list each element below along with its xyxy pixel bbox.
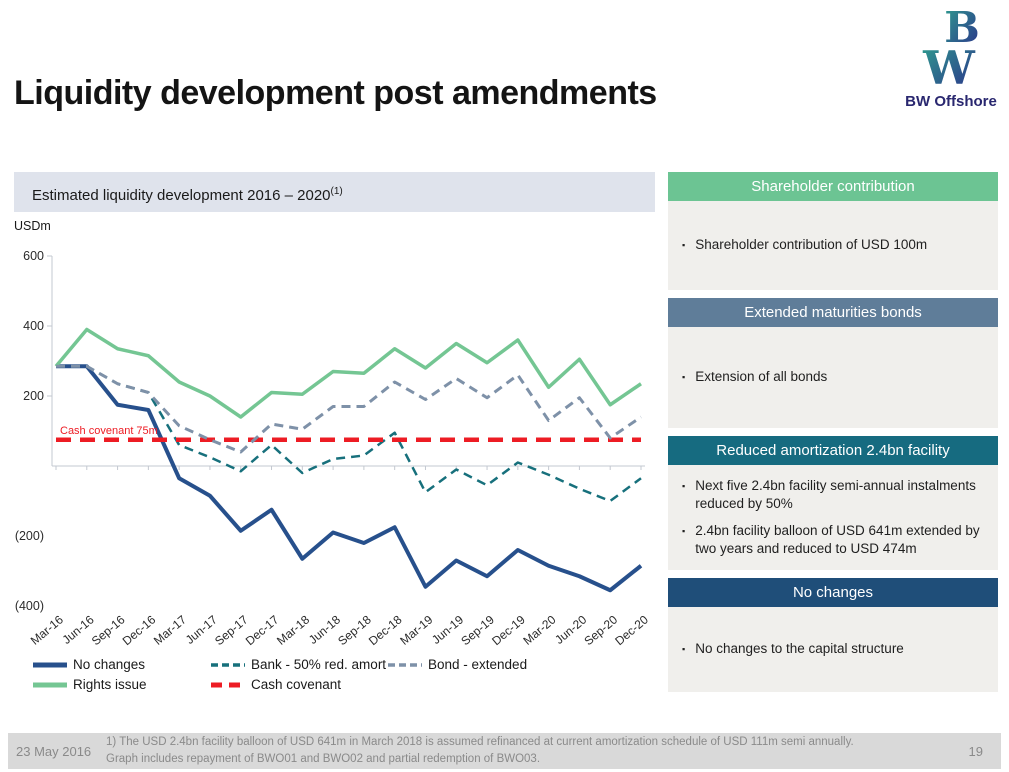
x-tick-label: Sep-20 (581, 612, 620, 648)
series-bond-extended (56, 364, 642, 454)
x-tick-label: Sep-19 (458, 612, 497, 648)
bullet-marker-icon: ▪ (682, 481, 686, 492)
legend-swatch (211, 682, 245, 687)
legend-label: Rights issue (73, 677, 147, 692)
y-tick-label: (400) (15, 599, 44, 613)
x-tick-label: Mar-17 (151, 612, 189, 647)
cash-covenant-label: Cash covenant 75m (60, 425, 158, 437)
page-number: 19 (968, 743, 983, 759)
x-tick-label: Dec-19 (489, 612, 528, 648)
bw-offshore-logo: B W BW Offshore (903, 3, 999, 110)
x-tick-label: Mar-16 (28, 612, 66, 647)
x-tick-label: Sep-16 (89, 612, 128, 648)
chart-title: Estimated liquidity development 2016 – 2… (32, 187, 331, 204)
logo-text: BW Offshore (905, 93, 997, 110)
panel-body: ▪ Extension of all bonds (668, 327, 998, 428)
bullet-marker-icon: ▪ (682, 644, 686, 655)
panel-title: No changes (668, 578, 998, 607)
bullet-marker-icon: ▪ (682, 240, 686, 251)
bullet-text: Next five 2.4bn facility semi-annual ins… (695, 478, 976, 512)
bw-logo-icon: B W (922, 3, 980, 95)
panel-body: ▪ No changes to the capital structure (668, 607, 998, 692)
x-tick-label: Mar-19 (397, 612, 435, 647)
panel-no-changes: No changes ▪ No changes to the capital str… (668, 578, 998, 692)
bullet-text: Extension of all bonds (695, 369, 828, 385)
x-tick-label: Sep-18 (335, 612, 374, 648)
bullet-item: ▪ Next five 2.4bn facility semi-annual in… (682, 477, 984, 513)
series-no-changes (56, 364, 643, 593)
panel-body: ▪ Next five 2.4bn facility semi-annual in… (668, 465, 998, 570)
x-tick-label: Dec-18 (366, 612, 405, 648)
legend-label: No changes (73, 657, 146, 672)
footnote-line-2: Graph includes repayment of BWO01 and BW… (106, 753, 541, 765)
y-tick-label: 200 (23, 389, 44, 403)
bullet-marker-icon: ▪ (682, 525, 686, 536)
x-tick-label: Dec-16 (120, 612, 159, 648)
panel-title: Shareholder contribution (668, 172, 998, 201)
panel-extended-maturities-bonds: Extended maturities bonds ▪ Extension of a… (668, 298, 998, 428)
legend-label: Bond - extended (428, 657, 528, 672)
series-rights-issue (54, 327, 642, 419)
panel-shareholder-contribution: Shareholder contribution ▪ Shareholder con… (668, 172, 998, 290)
svg-text:W: W (922, 41, 976, 92)
bullet-marker-icon: ▪ (682, 372, 686, 383)
bullet-text: Shareholder contribution of USD 100m (695, 237, 928, 253)
panel-title: Reduced amortization 2.4bn facility (668, 436, 998, 465)
y-tick-label: 400 (23, 319, 44, 333)
y-axis-unit-label: USDm (14, 219, 51, 233)
bullet-item: ▪ Extension of all bonds (682, 368, 984, 386)
bullet-text: No changes to the capital structure (695, 641, 904, 657)
series-bank-50-red-amort (56, 365, 642, 503)
panel-title: Extended maturities bonds (668, 298, 998, 327)
bullet-item: ▪ No changes to the capital structure (682, 640, 984, 658)
footnote: 1) The USD 2.4bn facility balloon of USD… (106, 734, 959, 767)
info-panels: Shareholder contribution ▪ Shareholder con… (668, 172, 998, 700)
chart-title-bar: Estimated liquidity development 2016 – 2… (14, 172, 655, 212)
page-title: Liquidity development post amendments (14, 74, 657, 112)
legend-swatch (211, 662, 245, 667)
bullet-text: 2.4bn facility balloon of USD 641m exten… (695, 522, 980, 556)
legend-label: Bank - 50% red. amort (251, 657, 387, 672)
legend-swatch (388, 662, 422, 667)
legend-item-no-changes: No changes (33, 657, 211, 672)
x-tick-label: Dec-17 (243, 612, 282, 648)
legend-swatch (33, 662, 67, 667)
legend-row: No changes Bank - 50% red. amort Bond - ex… (33, 657, 527, 672)
footnote-line-1: 1) The USD 2.4bn facility balloon of USD… (106, 736, 854, 749)
liquidity-line-chart: 600400200(200)(400)Mar-16Jun-16Sep-16Dec… (15, 249, 651, 648)
svg-text:B: B (944, 4, 980, 52)
y-tick-label: (200) (15, 529, 44, 543)
chart-title-footnote-ref: (1) (330, 186, 343, 197)
legend-label: Cash covenant (251, 677, 342, 692)
legend-row: Rights issue Cash covenant (33, 677, 527, 692)
x-tick-label: Mar-20 (520, 612, 558, 647)
panel-body: ▪ Shareholder contribution of USD 100m (668, 201, 998, 290)
legend-swatch (33, 682, 67, 687)
legend-item-cash-covenant: Cash covenant (211, 677, 388, 692)
x-tick-label: Mar-18 (274, 612, 312, 647)
legend-item-rights-issue: Rights issue (33, 677, 211, 692)
panel-reduced-amortization-2-4bn-facility: Reduced amortization 2.4bn facility ▪ Next… (668, 436, 998, 570)
bullet-item: ▪ Shareholder contribution of USD 100m (682, 236, 984, 254)
y-tick-label: 600 (23, 249, 44, 263)
x-tick-label: Dec-20 (612, 612, 651, 648)
legend-item-bank-50-red-amort: Bank - 50% red. amort (211, 657, 388, 672)
bullet-item: ▪ 2.4bn facility balloon of USD 641m exte… (682, 522, 984, 558)
chart-legend: No changes Bank - 50% red. amort Bond - ex… (33, 657, 527, 697)
x-tick-label: Sep-17 (212, 612, 251, 648)
slide-date: 23 May 2016 (16, 743, 92, 759)
slide-footer: 23 May 2016 1) The USD 2.4bn facility ba… (8, 733, 1001, 769)
legend-item-bond-extended: Bond - extended (388, 657, 527, 672)
